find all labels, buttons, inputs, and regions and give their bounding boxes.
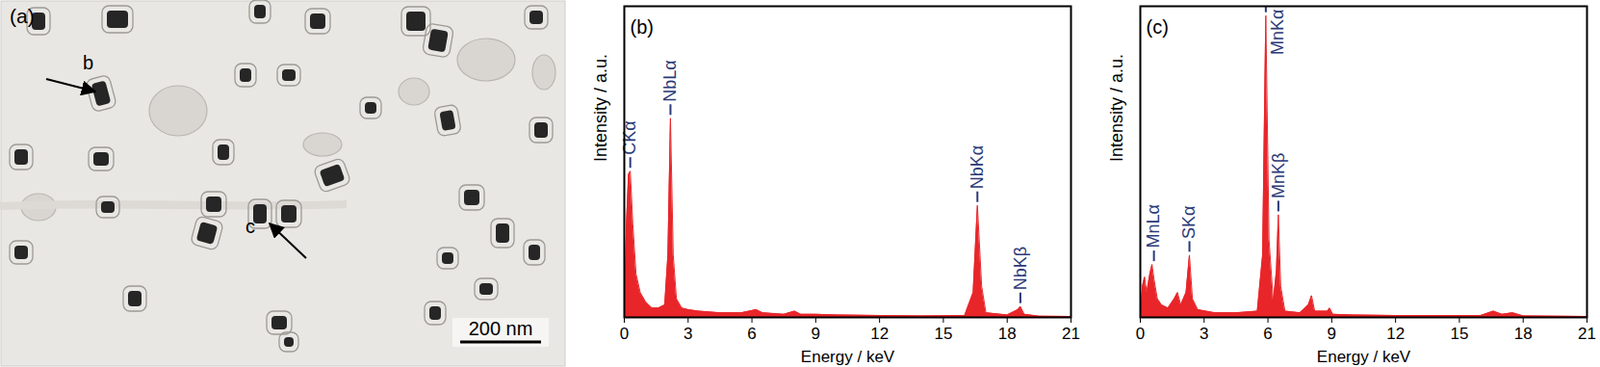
svg-text:(a): (a) — [9, 4, 35, 27]
svg-text:Intensity / a.u.: Intensity / a.u. — [591, 53, 611, 162]
svg-text:21: 21 — [1061, 324, 1081, 343]
svg-text:(c): (c) — [1146, 16, 1169, 38]
svg-text:c: c — [245, 215, 256, 237]
svg-text:Energy / keV: Energy / keV — [800, 347, 896, 366]
svg-text:MnLα: MnLα — [1143, 204, 1163, 248]
svg-text:b: b — [82, 51, 94, 74]
svg-text:SKα: SKα — [1179, 205, 1199, 238]
svg-text:21: 21 — [1577, 324, 1597, 343]
svg-text:3: 3 — [1199, 324, 1209, 343]
svg-text:NbLα: NbLα — [660, 59, 680, 102]
svg-text:15: 15 — [933, 324, 953, 343]
svg-text:0: 0 — [1135, 324, 1145, 343]
svg-text:12: 12 — [1386, 324, 1405, 343]
svg-text:18: 18 — [998, 324, 1017, 343]
svg-text:0: 0 — [619, 324, 629, 343]
svg-text:CKα: CKα — [619, 120, 640, 155]
svg-text:12: 12 — [870, 324, 889, 343]
svg-text:NbKα: NbKα — [967, 145, 987, 189]
svg-text:6: 6 — [1263, 324, 1272, 343]
svg-text:6: 6 — [747, 324, 756, 343]
svg-text:9: 9 — [811, 324, 821, 343]
svg-text:200 nm: 200 nm — [468, 317, 534, 339]
svg-text:MnKβ: MnKβ — [1268, 153, 1289, 199]
svg-text:9: 9 — [1327, 324, 1337, 343]
svg-text:NbKβ: NbKβ — [1010, 246, 1031, 290]
svg-text:18: 18 — [1514, 324, 1533, 343]
svg-text:Intensity / a.u.: Intensity / a.u. — [1107, 53, 1127, 162]
svg-text:3: 3 — [683, 324, 693, 343]
svg-text:Energy / keV: Energy / keV — [1316, 347, 1412, 366]
svg-text:MnKα: MnKα — [1267, 9, 1288, 55]
svg-text:(b): (b) — [630, 16, 654, 38]
svg-text:15: 15 — [1449, 324, 1469, 343]
